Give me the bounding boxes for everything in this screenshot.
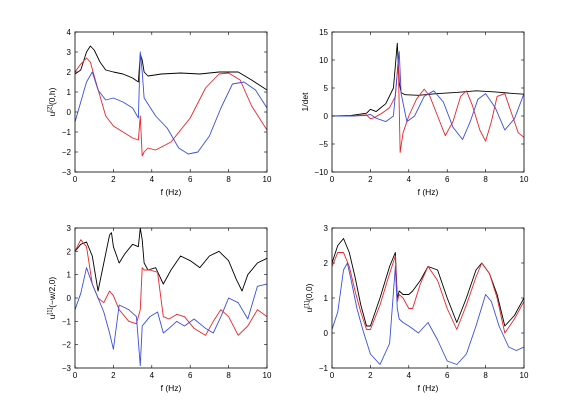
series-line-2 — [75, 239, 267, 336]
x-tick-label: 8 — [483, 371, 488, 380]
y-tick-label: 2 — [67, 247, 72, 256]
y-tick-label: −3 — [62, 364, 72, 373]
y-tick-label: 10 — [319, 56, 328, 65]
x-tick-label: 10 — [520, 371, 529, 380]
x-tick-label: 6 — [188, 175, 193, 184]
y-tick-label: 15 — [319, 28, 328, 37]
y-tick-label: 0 — [67, 108, 72, 117]
chart-panel-2: 0 2 4 6 8 10 −10 −5 0 5 10 15 f (Hz) 1/det — [300, 28, 529, 197]
x-tick-label: 10 — [263, 175, 272, 184]
y-tick-label: −3 — [62, 168, 72, 177]
y-axis-label-superscript: [1] — [305, 301, 311, 308]
y-tick-label: 3 — [324, 224, 329, 233]
y-tick-label: −1 — [62, 128, 72, 137]
x-tick-label: 2 — [368, 371, 373, 380]
x-tick-label: 2 — [111, 371, 116, 380]
x-tick-label: 8 — [226, 175, 231, 184]
x-tick-label: 4 — [407, 175, 412, 184]
x-tick-label: 2 — [111, 175, 116, 184]
y-tick-label: 3 — [67, 224, 72, 233]
series-line-2 — [332, 59, 524, 153]
x-tick-label: 8 — [483, 175, 488, 184]
plot-area-frame — [74, 31, 268, 173]
y-tick-label: 1 — [67, 88, 72, 97]
chart-panel-1: 0 2 4 6 8 10 −3 −2 −1 0 1 2 3 4 f (Hz) u[2](0,h) — [47, 28, 272, 197]
x-axis-label: f (Hz) — [418, 187, 439, 197]
y-axis-label-superscript: [1] — [48, 307, 54, 314]
x-axis-label: f (Hz) — [161, 383, 182, 393]
y-tick-label: 0 — [67, 294, 72, 303]
y-tick-label: 0 — [324, 329, 329, 338]
x-axis-label: f (Hz) — [161, 187, 182, 197]
y-tick-label: 1 — [324, 294, 329, 303]
x-tick-label: 2 — [368, 175, 373, 184]
y-axis-label-main: u — [47, 314, 57, 319]
series-line-2 — [332, 252, 524, 334]
y-tick-label: −1 — [319, 364, 329, 373]
y-tick-label: 2 — [67, 68, 72, 77]
x-tick-label: 10 — [520, 175, 529, 184]
y-axis-label: u[1](−w/2,0) — [47, 277, 57, 320]
x-axis-label: f (Hz) — [418, 383, 439, 393]
series-line-1 — [75, 228, 267, 292]
y-tick-label: −2 — [62, 148, 72, 157]
x-tick-label: 0 — [330, 371, 335, 380]
series-line-3 — [332, 51, 524, 140]
y-tick-label: −1 — [62, 317, 72, 326]
y-axis-label-main: u — [304, 307, 314, 312]
y-tick-label: −5 — [319, 140, 329, 149]
x-tick-label: 4 — [150, 371, 155, 380]
x-tick-label: 6 — [445, 371, 450, 380]
x-tick-label: 0 — [73, 371, 78, 380]
x-tick-label: 4 — [150, 175, 155, 184]
series-line-3 — [75, 51, 267, 155]
y-tick-label: 4 — [67, 28, 72, 37]
y-tick-label: −10 — [314, 168, 328, 177]
y-axis-label-rest: (−w/2,0) — [47, 277, 57, 308]
y-tick-label: 3 — [67, 48, 72, 57]
y-tick-label: 5 — [324, 84, 329, 93]
y-axis-label-rest: (0,h) — [47, 87, 57, 105]
y-axis-label: u[2](0,h) — [47, 87, 57, 116]
y-axis-label-rest: (0,0) — [304, 283, 314, 301]
series-line-3 — [332, 262, 524, 365]
y-tick-label: −2 — [62, 341, 72, 350]
series-line-2 — [75, 57, 267, 157]
y-axis-label: u[1](0,0) — [304, 283, 314, 312]
x-tick-label: 6 — [445, 175, 450, 184]
x-tick-label: 0 — [330, 175, 335, 184]
x-tick-label: 6 — [188, 371, 193, 380]
y-tick-label: 0 — [324, 112, 329, 121]
series-line-1 — [75, 45, 267, 91]
chart-panel-3: 0 2 4 6 8 10 −3 −2 −1 0 1 2 3 f (Hz) u[1](−w/2,0) — [47, 224, 272, 393]
y-tick-label: 2 — [324, 259, 329, 268]
series-line-3 — [75, 267, 267, 367]
x-tick-label: 10 — [263, 371, 272, 380]
y-axis-label-main: u — [47, 111, 57, 116]
y-axis-label-main: 1/det — [300, 92, 310, 112]
plot-area-frame — [331, 31, 525, 173]
series-line-1 — [332, 42, 524, 117]
x-tick-label: 0 — [73, 175, 78, 184]
x-tick-label: 4 — [407, 371, 412, 380]
y-axis-label: 1/det — [300, 92, 310, 112]
x-tick-label: 8 — [226, 371, 231, 380]
y-axis-label-superscript: [2] — [48, 105, 54, 112]
y-tick-label: 1 — [67, 271, 72, 280]
